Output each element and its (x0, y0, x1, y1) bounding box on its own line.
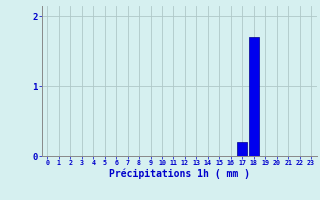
Bar (237, 142, 247, 156)
X-axis label: Précipitations 1h ( mm ): Précipitations 1h ( mm ) (109, 169, 250, 179)
Bar (249, 37, 259, 156)
